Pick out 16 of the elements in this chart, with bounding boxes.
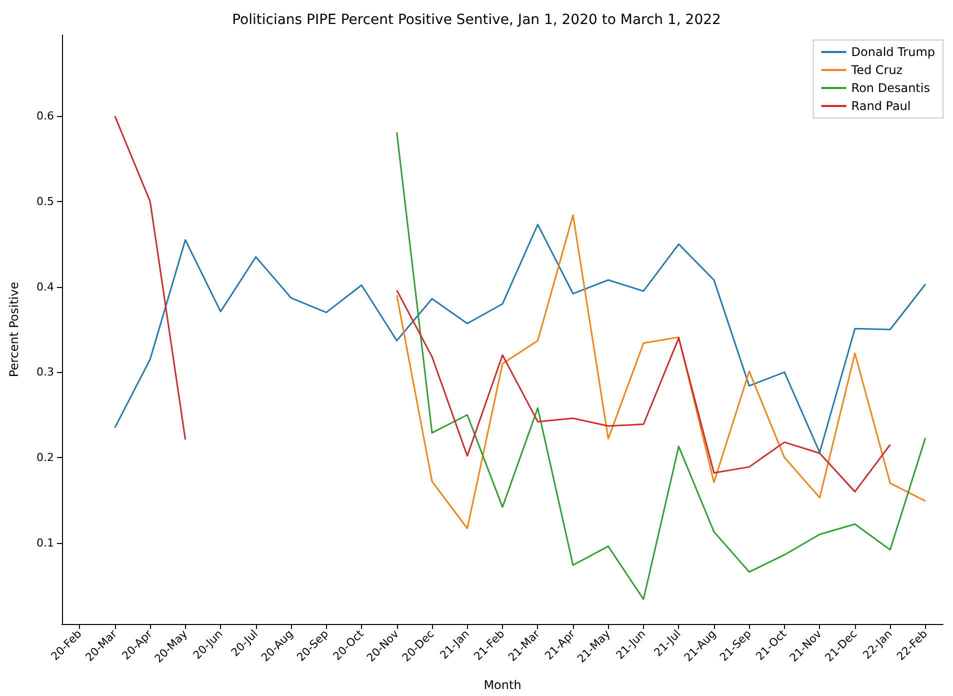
line-series (114, 224, 926, 454)
line-series (396, 214, 926, 530)
y-tick-label: 0.1 (36, 536, 54, 550)
y-tick-label: 0.5 (36, 194, 54, 208)
chart-title: Politicians PIPE Percent Positive Sentive, Jan 1, 2020 to March 1, 2022 (232, 12, 721, 28)
y-tick-label: 0.2 (36, 451, 54, 464)
y-axis-title: Percent Positive (7, 282, 21, 378)
line-series (396, 132, 926, 600)
legend-label: Donald Trump (851, 45, 935, 59)
legend-label: Ted Cruz (850, 63, 903, 77)
y-tick-label: 0.4 (36, 280, 54, 294)
legend-label: Rand Paul (851, 99, 911, 113)
legend-label: Ron Desantis (851, 81, 930, 95)
y-tick-label: 0.6 (36, 110, 54, 123)
x-axis-title: Month (484, 678, 522, 692)
y-tick-label: 0.3 (36, 366, 54, 379)
